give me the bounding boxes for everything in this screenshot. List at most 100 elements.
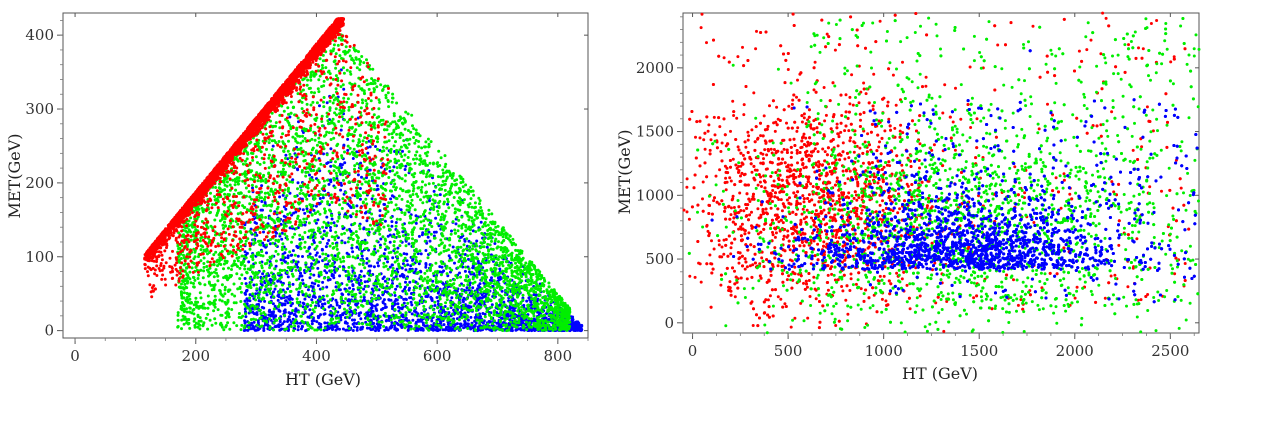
blue-point: [485, 245, 489, 249]
green-point: [413, 180, 417, 184]
blue-point: [347, 298, 351, 302]
green-point: [288, 284, 292, 288]
green-point: [422, 219, 426, 223]
green-point: [470, 290, 474, 294]
blue-point: [363, 280, 367, 284]
green-point: [321, 53, 325, 57]
green-point: [352, 46, 356, 50]
green-point: [359, 134, 362, 138]
blue-point: [304, 329, 308, 333]
blue-point: [288, 115, 292, 119]
blue-point: [283, 251, 287, 255]
green-point: [430, 263, 434, 267]
green-point: [419, 220, 423, 224]
green-point: [213, 283, 217, 287]
green-point: [490, 239, 493, 243]
green-point: [188, 270, 192, 274]
blue-point: [438, 193, 442, 197]
green-point: [371, 194, 375, 198]
green-point: [239, 290, 243, 294]
green-point: [192, 303, 196, 307]
green-point: [372, 113, 376, 117]
green-point: [290, 225, 294, 228]
blue-point: [442, 323, 446, 327]
green-point: [361, 322, 365, 326]
green-point: [277, 240, 280, 243]
green-point: [462, 243, 466, 247]
green-point: [276, 205, 280, 209]
green-point: [395, 277, 399, 281]
green-point: [395, 125, 399, 129]
green-point: [314, 300, 318, 304]
green-point: [392, 185, 396, 189]
green-point: [480, 278, 484, 282]
blue-point: [261, 272, 265, 276]
blue-point: [262, 230, 265, 234]
blue-point: [286, 256, 290, 260]
green-point: [520, 314, 524, 318]
green-point: [291, 180, 294, 184]
green-point: [264, 177, 268, 181]
green-point: [329, 138, 333, 141]
green-point: [387, 201, 391, 205]
blue-point: [335, 303, 339, 307]
green-point: [224, 316, 228, 320]
green-point: [358, 262, 362, 266]
green-point: [326, 200, 330, 204]
blue-point: [463, 269, 467, 273]
green-point: [502, 315, 506, 319]
green-point: [192, 247, 196, 251]
green-point: [366, 302, 369, 306]
green-point: [400, 303, 404, 307]
green-point: [223, 285, 227, 289]
green-point: [236, 222, 240, 226]
green-point: [370, 212, 374, 216]
green-point: [404, 244, 408, 248]
blue-point: [502, 300, 506, 304]
green-point: [393, 247, 397, 251]
blue-point: [291, 282, 295, 286]
green-point: [299, 314, 303, 318]
green-point: [486, 223, 490, 227]
blue-point: [440, 265, 444, 269]
blue-point: [322, 152, 325, 156]
blue-point: [303, 310, 307, 314]
blue-point: [388, 169, 392, 173]
blue-point: [291, 249, 295, 253]
green-point: [465, 247, 468, 251]
green-point: [223, 203, 227, 207]
blue-point: [398, 274, 402, 278]
blue-point: [284, 207, 288, 211]
green-point: [342, 71, 346, 75]
blue-point: [334, 298, 338, 302]
blue-point: [371, 304, 375, 308]
blue-point: [284, 153, 288, 157]
green-point: [345, 283, 349, 287]
blue-point: [265, 293, 269, 297]
green-point: [271, 275, 275, 279]
green-point: [462, 284, 466, 287]
blue-point: [260, 200, 264, 203]
blue-point: [401, 230, 405, 234]
green-point: [259, 226, 262, 230]
blue-point: [575, 323, 579, 327]
blue-point: [343, 161, 347, 165]
blue-point: [381, 277, 385, 281]
blue-point: [332, 221, 336, 225]
green-point: [410, 233, 414, 237]
green-point: [237, 201, 241, 204]
green-point: [205, 265, 209, 268]
green-point: [453, 278, 456, 282]
green-point: [357, 84, 361, 88]
green-point: [487, 260, 491, 263]
blue-point: [403, 168, 407, 171]
blue-point: [407, 242, 411, 246]
green-point: [407, 204, 411, 208]
green-point: [395, 166, 399, 170]
green-point: [247, 326, 251, 330]
green-point: [403, 314, 407, 318]
blue-point: [290, 253, 294, 257]
green-point: [270, 254, 274, 258]
green-point: [532, 314, 536, 318]
